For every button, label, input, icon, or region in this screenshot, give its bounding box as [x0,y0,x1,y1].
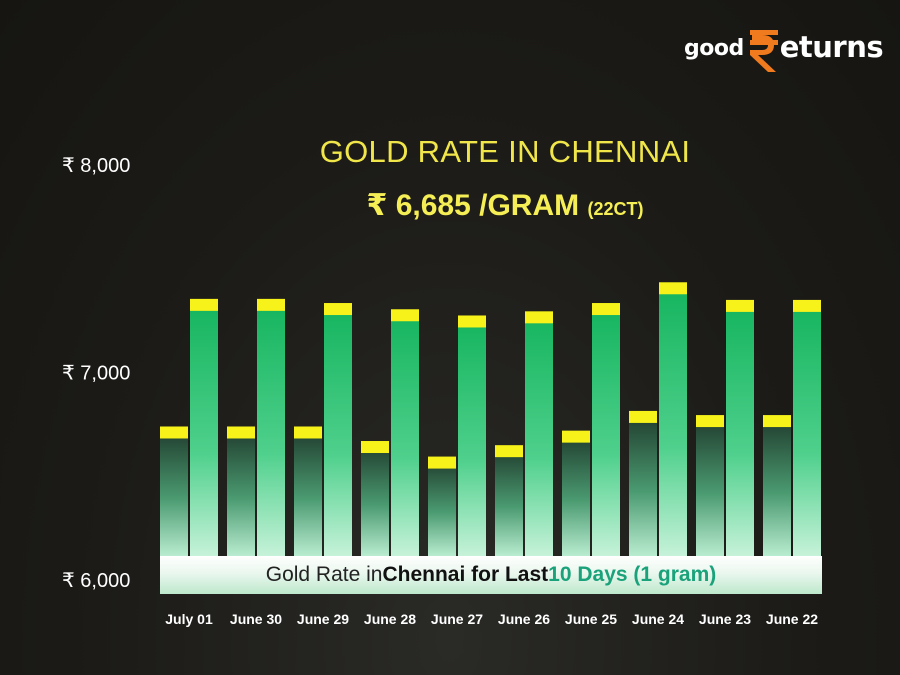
bar-series-1 [294,427,322,556]
x-tick-label: July 01 [165,611,213,627]
bar-cap [495,445,523,458]
purity-label: (22CT) [587,199,644,219]
bar-series-2 [324,304,352,556]
bar-cap [793,299,821,312]
bar-series-1 [361,442,389,556]
banner-text-2: Chennai for Last [382,563,549,586]
chart-title: GOLD RATE IN CHENNAI [319,134,691,169]
x-tick-label: June 24 [632,611,684,627]
bar-series-2 [659,283,687,556]
bar-series-2 [525,312,553,556]
x-tick-label: June 23 [699,611,751,627]
x-axis: July 01 June 30 June 29 June 28 June 27 June … [165,611,818,627]
x-tick-label: June 22 [766,611,818,627]
bar-cap [525,311,553,324]
bar-series-2 [793,300,821,556]
bar-series-2 [458,316,486,556]
banner-text-3: 10 Days (1 gram) [548,563,717,586]
bar-series-1 [696,416,724,556]
y-tick-label: ₹ 8,000 [62,155,130,177]
bar-series-2 [257,299,285,556]
bars-group [160,282,821,556]
x-tick-label: June 30 [230,611,282,627]
bar-cap [592,303,620,316]
bar-series-1 [495,446,523,556]
bar-cap [428,456,456,469]
bar-cap [629,410,657,423]
bar-series-2 [391,310,419,556]
banner-text-1: Gold Rate in [265,563,383,586]
rupee-logo-icon [749,30,778,72]
bar-cap [361,441,389,454]
bar-cap [458,315,486,328]
logo-text-eturns: eturns [779,30,884,64]
x-tick-label: June 26 [498,611,550,627]
bar-cap [257,298,285,311]
bar-series-1 [562,431,590,556]
bar-series-1 [428,457,456,556]
caption-banner: Gold Rate in Chennai for Last 10 Days (1… [160,556,822,594]
bar-series-1 [629,411,657,556]
bar-series-2 [592,304,620,556]
bar-cap [190,298,218,311]
bar-cap [227,426,255,439]
bar-cap [562,430,590,443]
bar-series-2 [726,300,754,556]
bar-cap [160,426,188,439]
x-tick-label: June 25 [565,611,617,627]
y-axis: ₹ 6,000 ₹ 7,000 ₹ 8,000 [62,155,130,592]
price-value: ₹ 6,685 /GRAM [366,189,580,222]
bar-cap [763,415,791,428]
x-tick-label: June 27 [431,611,483,627]
y-tick-label: ₹ 7,000 [62,363,130,385]
bar-series-1 [227,427,255,556]
bar-cap [391,309,419,322]
x-tick-label: June 28 [364,611,416,627]
bar-series-1 [763,416,791,556]
bar-cap [324,303,352,316]
bar-series-1 [160,427,188,556]
logo-text-good: good [684,36,744,61]
bar-cap [659,282,687,295]
x-tick-label: June 29 [297,611,349,627]
bar-series-2 [190,299,218,556]
bar-cap [696,415,724,428]
goodreturns-logo: good eturns [684,24,884,74]
bar-cap [726,299,754,312]
bar-cap [294,426,322,439]
y-tick-label: ₹ 6,000 [62,570,130,592]
chart-subtitle: ₹ 6,685 /GRAM (22CT) [200,188,810,223]
